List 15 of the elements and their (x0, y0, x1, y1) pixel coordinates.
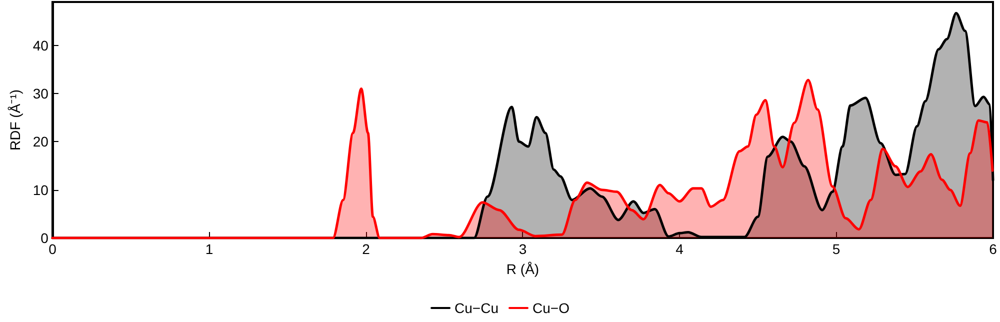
y-tick-label: 0 (40, 230, 49, 246)
x-axis-title: R (Å) (506, 261, 540, 277)
x-tick-label: 5 (832, 241, 840, 257)
y-axis-title: RDF (Å⁻¹) (7, 90, 23, 150)
y-tick-label: 40 (32, 37, 49, 54)
x-tick-label: 4 (676, 241, 684, 257)
y-tick-label: 20 (32, 134, 49, 150)
x-tick-label: 1 (205, 241, 214, 257)
legend-label: Cu−Cu (454, 300, 499, 316)
x-tick-label: 2 (362, 241, 370, 257)
y-tick-label: 30 (32, 86, 49, 102)
legend-label: Cu−O (532, 300, 570, 316)
x-tick-label: 6 (989, 241, 998, 257)
y-tick-label: 10 (32, 182, 49, 198)
x-tick-label: 3 (518, 241, 527, 257)
